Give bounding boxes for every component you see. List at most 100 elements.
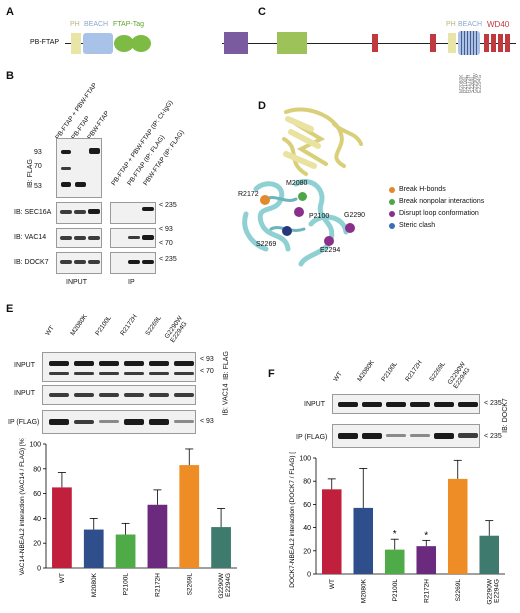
x-tick-label: WT [329, 579, 336, 589]
mw-235-dock7: < 235 [159, 256, 177, 263]
panel-b-western: PB-FTAP + PBW-FTAP PB-FTAP PBW-FTAP PB-F… [4, 70, 220, 348]
significance-star: * [393, 529, 397, 540]
mw-53: 53 [34, 183, 42, 190]
ftap-label: FTAP-Tag [113, 21, 144, 28]
beach-label: BEACH [458, 21, 483, 28]
ph-domain-box [71, 33, 81, 54]
bar [211, 527, 231, 568]
lane-label: R2172H [119, 313, 139, 337]
legend-dot [389, 187, 395, 193]
ib-vac14-label: IB: VAC14 [14, 234, 47, 241]
protein-backbone-line [222, 43, 516, 44]
f-mw-235: < 235 [484, 400, 502, 407]
panel-e: WT M2080K P2100L R2172H S2269L G2290W E2294G … [0, 300, 260, 613]
y-axis-label: VAC14-NBEAL2 interaction (VAC14 / FLAG) … [19, 438, 26, 575]
ip-lane-1: PB-FTAP + PBW-FTAP (IP: Ct-IgG) [110, 99, 175, 187]
beach-label: BEACH [84, 21, 109, 28]
residue-p2100-sphere [294, 207, 304, 217]
f-blot-dock7-input [332, 394, 480, 414]
x-tick-label: R2172H [154, 573, 161, 597]
residue-legend: Break H-bonds Break nonpolar interactions… [389, 186, 517, 246]
beach-domain-box [458, 31, 480, 55]
wd40-label: WD40 [487, 20, 510, 29]
mutation-list: M2080K P2100L R2172H S2269L G2290W E2294G [459, 57, 483, 97]
ip-footer: IP [128, 279, 135, 286]
x-tick-label: S2269L [186, 573, 193, 596]
residue-g2290-sphere [345, 223, 355, 233]
mw-93-vac14: < 93 [159, 226, 173, 233]
y-tick-label: 100 [29, 442, 41, 449]
lane-label: M2080K [356, 359, 376, 383]
mutation-label: E2294G [476, 74, 483, 93]
e-row-ip: IP (FLAG) [8, 419, 40, 426]
residue-s2269-sphere [282, 226, 292, 236]
x-tick-label: G2290W [486, 578, 493, 605]
bar [416, 546, 437, 574]
e-blot-vac14-ip [42, 410, 196, 434]
bar [479, 535, 500, 574]
e-ib-flag: IB: FLAG [222, 351, 230, 380]
wd40-repeat-2 [491, 34, 496, 52]
ph-label: PH [70, 21, 80, 28]
protein-ribbon-icon [242, 107, 363, 267]
y-tick-label: 40 [303, 525, 311, 532]
construct-label: PB-FTAP [30, 39, 60, 46]
x-tick-label: M2080K [360, 578, 367, 603]
panel-f: WT M2080K P2100L R2172H S2269L G2290W E2294G … [262, 300, 520, 613]
bar [179, 465, 200, 568]
panel-e-lane-labels: WT M2080K P2100L R2172H S2269L G2290W E2294G [0, 300, 260, 360]
blot-sec16a-ip [110, 202, 156, 224]
x-tick-label: R2172H [423, 579, 430, 603]
input-footer: INPUT [66, 279, 87, 286]
x-tick-label: E2294G [225, 573, 232, 597]
ftap-tag-left [114, 35, 134, 52]
y-tick-label: 0 [307, 572, 311, 579]
legend-label: Break H-bonds [399, 186, 446, 193]
blot-flag [56, 138, 102, 198]
f-mw-235-ip: < 235 [484, 433, 502, 440]
ph-domain-box [448, 33, 456, 53]
panel-f-lane-labels: WT M2080K P2100L R2172H S2269L G2290W E2294G [262, 300, 520, 390]
lane-label: P2100L [380, 360, 399, 383]
y-tick-label: 20 [33, 541, 41, 548]
f-row-ip: IP (FLAG) [296, 434, 328, 441]
lane-label: S2269L [144, 314, 163, 337]
e-mw-93-ip: < 93 [200, 418, 214, 425]
residue-label-p2100: P2100 [309, 213, 330, 220]
wd40-repeat-1 [484, 34, 489, 52]
lane-label: S2269L [428, 360, 447, 383]
y-tick-label: 60 [303, 502, 311, 509]
e-ib-vac14: IB: VAC14 [222, 383, 230, 416]
purple-domain [224, 32, 248, 54]
e-row-input-2: INPUT [14, 390, 35, 397]
residue-label-m2080: M2080 [286, 180, 308, 187]
legend-dot [389, 223, 395, 229]
lane-label: M2080K [69, 313, 89, 337]
blot-dock7-input [56, 252, 102, 274]
green-domain [277, 32, 307, 54]
wd40-repeat-3 [498, 34, 503, 52]
y-tick-label: 40 [33, 516, 41, 523]
y-tick-label: 100 [299, 456, 311, 463]
bar [52, 487, 72, 568]
lane-label: R2172H [404, 359, 424, 383]
bar [83, 529, 104, 568]
panel-e-letter: E [6, 303, 14, 315]
lane-label: P2100L [94, 314, 113, 337]
mw-70: 70 [34, 163, 42, 170]
y-tick-label: 60 [33, 491, 41, 498]
ib-flag-label: IB: FLAG [26, 159, 34, 188]
e-blot-flag [42, 352, 196, 382]
y-tick-label: 0 [37, 566, 41, 573]
residue-e2294-sphere [324, 236, 334, 246]
bar [384, 549, 405, 574]
residue-m2080-sphere [298, 192, 307, 201]
ph-label: PH [446, 21, 456, 28]
blot-sec16a-input [56, 202, 102, 224]
y-axis-label: DOCK7-NBEAL2 interaction (DOCK7 / FLAG) … [289, 452, 296, 588]
legend-label: Steric clash [399, 222, 436, 229]
residue-label-g2290: G2290 [344, 212, 366, 219]
blot-vac14-input [56, 228, 102, 248]
f-blot-dock7-ip [332, 424, 480, 448]
